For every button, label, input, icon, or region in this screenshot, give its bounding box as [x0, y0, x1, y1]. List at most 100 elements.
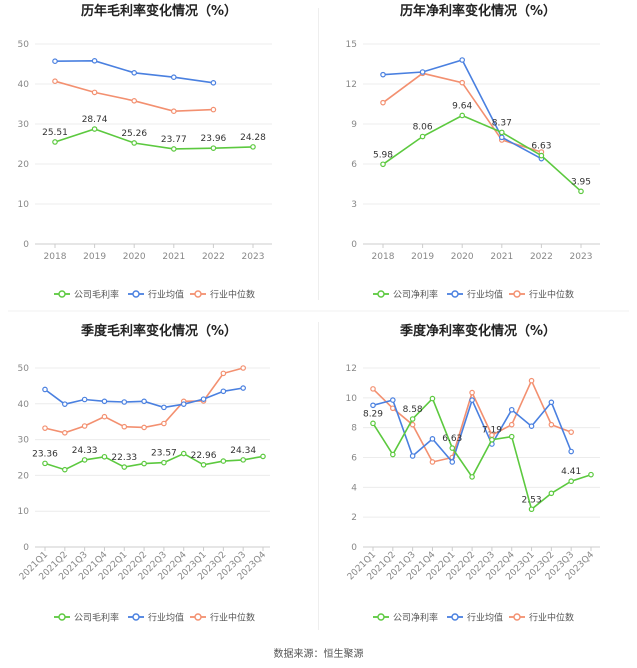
- legend-entry: 公司毛利率: [74, 612, 119, 624]
- legend-entry: 行业均值: [148, 612, 184, 624]
- data-point: [141, 398, 147, 405]
- y-tick-label: 10: [18, 507, 30, 517]
- y-tick-label: 50: [18, 364, 30, 374]
- data-point: [578, 188, 584, 195]
- legend-marker: [132, 290, 140, 298]
- legend-entry: 行业中位数: [210, 612, 255, 624]
- data-point: [390, 451, 396, 458]
- data-label: 28.74: [82, 115, 108, 125]
- data-point: [200, 462, 207, 468]
- data-point: [220, 370, 227, 377]
- x-tick-label: 2019: [411, 252, 434, 262]
- data-point: [380, 99, 386, 106]
- data-point: [449, 459, 456, 465]
- data-point: [210, 106, 217, 113]
- x-tick-label: 2018: [44, 252, 67, 262]
- y-tick-label: 4: [351, 483, 357, 493]
- data-point: [91, 89, 98, 96]
- data-point: [131, 98, 138, 104]
- data-point: [498, 134, 505, 141]
- data-point: [469, 389, 475, 396]
- data-point: [141, 424, 147, 431]
- x-tick-label: 2020: [451, 252, 474, 262]
- data-point: [171, 146, 177, 152]
- y-tick-label: 10: [346, 394, 358, 404]
- legend-marker: [451, 290, 459, 298]
- legend-entry: 公司净利率: [393, 289, 438, 301]
- data-point: [131, 140, 138, 146]
- y-tick-label: 40: [18, 80, 30, 90]
- data-point: [390, 397, 396, 403]
- y-tick-label: 0: [23, 240, 29, 250]
- data-point: [370, 420, 376, 427]
- y-tick-label: 40: [18, 400, 30, 410]
- data-point: [161, 459, 167, 466]
- legend-entry: 行业均值: [148, 289, 184, 301]
- data-point: [548, 490, 555, 497]
- y-tick-label: 10: [18, 200, 30, 210]
- data-label: 24.34: [230, 446, 256, 456]
- data-label: 2.53: [522, 495, 542, 505]
- legend-entry: 公司毛利率: [74, 289, 119, 301]
- legend-marker: [451, 613, 459, 621]
- series-line: [372, 397, 592, 511]
- data-point: [42, 460, 48, 467]
- legend-marker: [194, 290, 202, 298]
- data-label: 8.37: [492, 118, 512, 128]
- data-point: [588, 471, 594, 478]
- data-point: [101, 398, 108, 405]
- data-label: 25.51: [42, 128, 68, 138]
- data-point: [171, 108, 177, 115]
- data-point: [81, 396, 88, 403]
- data-point: [180, 450, 187, 457]
- chart-title: 季度净利率变化情况（%）: [399, 323, 556, 339]
- data-point: [548, 421, 555, 428]
- data-point: [419, 69, 426, 75]
- data-point: [469, 474, 475, 480]
- data-point: [528, 377, 535, 384]
- legend-marker: [513, 290, 521, 298]
- data-label: 6.63: [531, 142, 551, 152]
- data-point: [91, 57, 98, 64]
- y-tick-label: 6: [351, 454, 357, 464]
- data-point: [240, 385, 246, 391]
- data-point: [469, 397, 475, 403]
- data-point: [210, 80, 217, 86]
- series-line: [44, 387, 244, 409]
- chart-panel-3: 季度毛利率变化情况（%）010203040502021Q12021Q22021Q…: [18, 323, 270, 624]
- data-label: 9.64: [452, 101, 472, 111]
- y-tick-label: 8: [351, 424, 357, 434]
- y-tick-label: 20: [18, 160, 30, 170]
- data-point: [429, 459, 436, 465]
- data-point: [121, 423, 128, 430]
- data-label: 6.63: [442, 434, 462, 444]
- data-point: [81, 457, 88, 463]
- legend-marker: [377, 290, 385, 298]
- data-point: [429, 395, 436, 402]
- y-tick-label: 2: [351, 513, 357, 523]
- data-point: [489, 436, 495, 443]
- data-point: [42, 425, 48, 431]
- data-point: [508, 406, 515, 413]
- y-tick-label: 30: [18, 120, 30, 130]
- data-label: 5.98: [373, 150, 393, 160]
- data-point: [449, 445, 456, 451]
- data-point: [568, 448, 574, 455]
- y-tick-label: 6: [351, 160, 357, 170]
- data-point: [62, 401, 68, 407]
- data-point: [250, 144, 256, 150]
- data-point: [528, 423, 535, 429]
- data-point: [528, 506, 535, 513]
- y-tick-label: 15: [346, 40, 357, 50]
- data-point: [370, 386, 376, 392]
- data-label: 8.06: [413, 123, 433, 133]
- data-point: [459, 112, 466, 119]
- data-label: 23.96: [201, 134, 227, 144]
- x-tick-label: 2023: [570, 252, 593, 262]
- legend-entry: 行业均值: [467, 289, 503, 301]
- y-tick-label: 0: [351, 543, 357, 553]
- data-point: [459, 57, 466, 63]
- legend-marker: [132, 613, 140, 621]
- data-label: 3.95: [571, 177, 591, 187]
- data-point: [210, 145, 217, 151]
